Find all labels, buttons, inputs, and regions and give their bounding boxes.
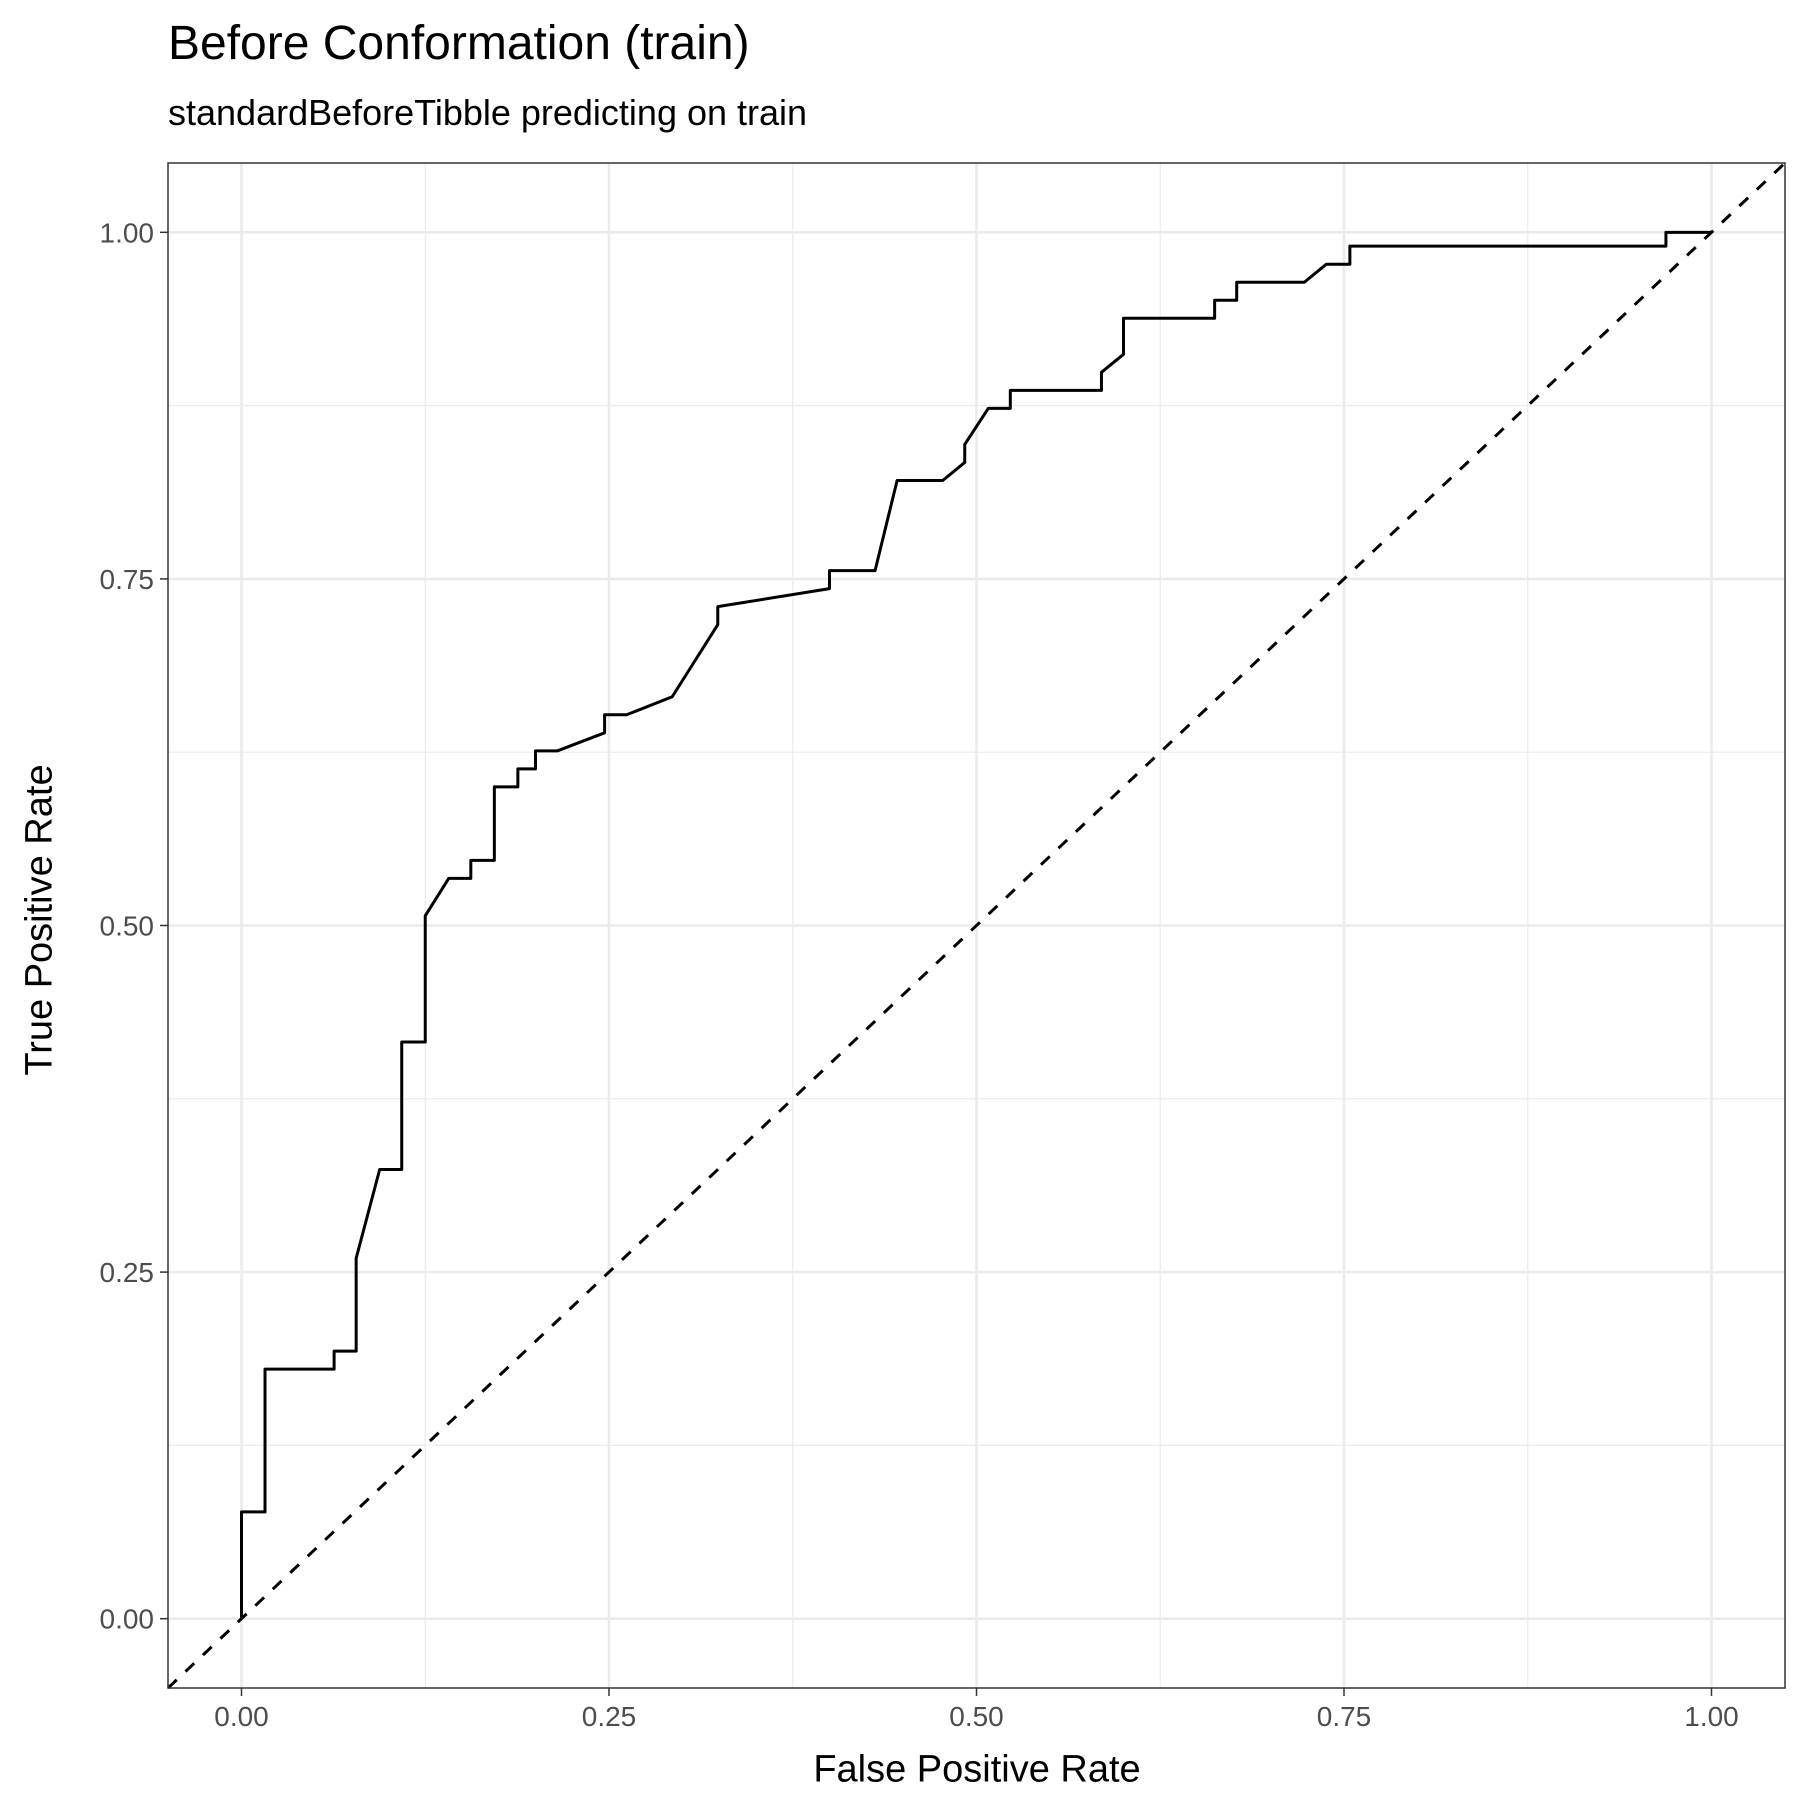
x-tick-label: 0.50 bbox=[949, 1701, 1004, 1732]
chart-subtitle: standardBeforeTibble predicting on train bbox=[168, 92, 808, 133]
y-tick-label: 0.00 bbox=[100, 1604, 155, 1635]
chart-title: Before Conformation (train) bbox=[168, 17, 750, 70]
y-tick-label: 0.50 bbox=[100, 911, 155, 942]
diagonal-reference-line bbox=[166, 161, 1787, 1690]
x-tick-label: 1.00 bbox=[1684, 1701, 1739, 1732]
x-tick-label: 0.25 bbox=[582, 1701, 637, 1732]
axis-ticks: 0.00 0.25 0.50 0.75 1.00 0.00 0.25 0.50 0.75 1.00 bbox=[100, 217, 1739, 1732]
series-layer bbox=[166, 161, 1787, 1690]
roc-curve-line bbox=[240, 230, 1712, 1619]
x-tick-label: 0.00 bbox=[214, 1701, 269, 1732]
y-tick-label: 1.00 bbox=[100, 217, 155, 248]
y-tick-label: 0.25 bbox=[100, 1257, 155, 1288]
y-tick-label: 0.75 bbox=[100, 564, 155, 595]
x-tick-label: 0.75 bbox=[1317, 1701, 1372, 1732]
x-axis-label: False Positive Rate bbox=[813, 1748, 1141, 1791]
